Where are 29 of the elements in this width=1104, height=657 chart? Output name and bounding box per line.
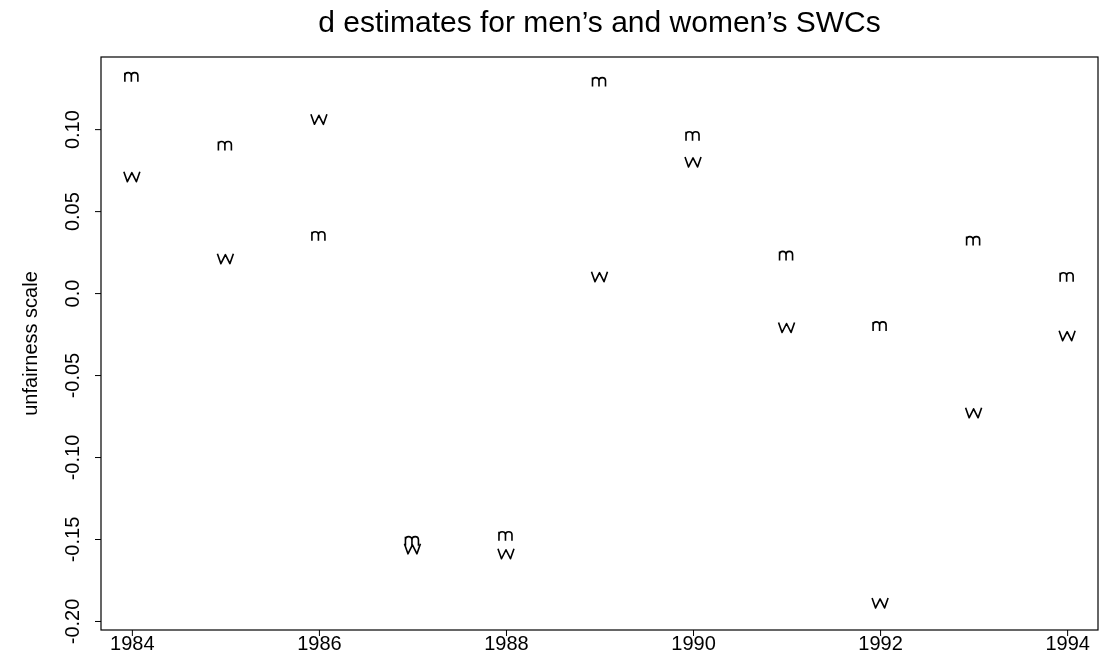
y-tick-label: -0.15 — [61, 516, 83, 563]
y-tick-label: -0.10 — [61, 434, 83, 481]
point — [497, 547, 515, 560]
y-tick-label: -0.05 — [61, 352, 83, 399]
point — [965, 235, 981, 247]
x-tick-label: 1992 — [858, 632, 903, 654]
y-tick-label: -0.20 — [61, 598, 83, 645]
point — [124, 71, 139, 83]
x-tick-label: 1984 — [110, 632, 155, 654]
point — [1059, 271, 1074, 283]
chart-title: d estimates for men’s and women’s SWCs — [318, 5, 881, 38]
point — [498, 530, 513, 542]
x-tick-label: 1994 — [1045, 632, 1090, 654]
point — [778, 250, 794, 262]
point — [872, 321, 887, 332]
y-axis-title: unfairness scale — [19, 271, 41, 416]
point — [123, 170, 141, 183]
y-tick-label: 0.0 — [61, 279, 83, 308]
point — [591, 76, 607, 88]
y-tick-label: 0.05 — [61, 192, 83, 232]
x-tick-label: 1990 — [671, 632, 716, 654]
point — [1058, 329, 1076, 342]
point — [311, 230, 326, 242]
y-tick-label: 0.10 — [61, 110, 83, 150]
point — [685, 130, 700, 142]
point — [217, 140, 233, 152]
x-tick-label: 1986 — [297, 632, 342, 654]
point — [310, 113, 328, 126]
x-tick-label: 1988 — [484, 632, 529, 654]
